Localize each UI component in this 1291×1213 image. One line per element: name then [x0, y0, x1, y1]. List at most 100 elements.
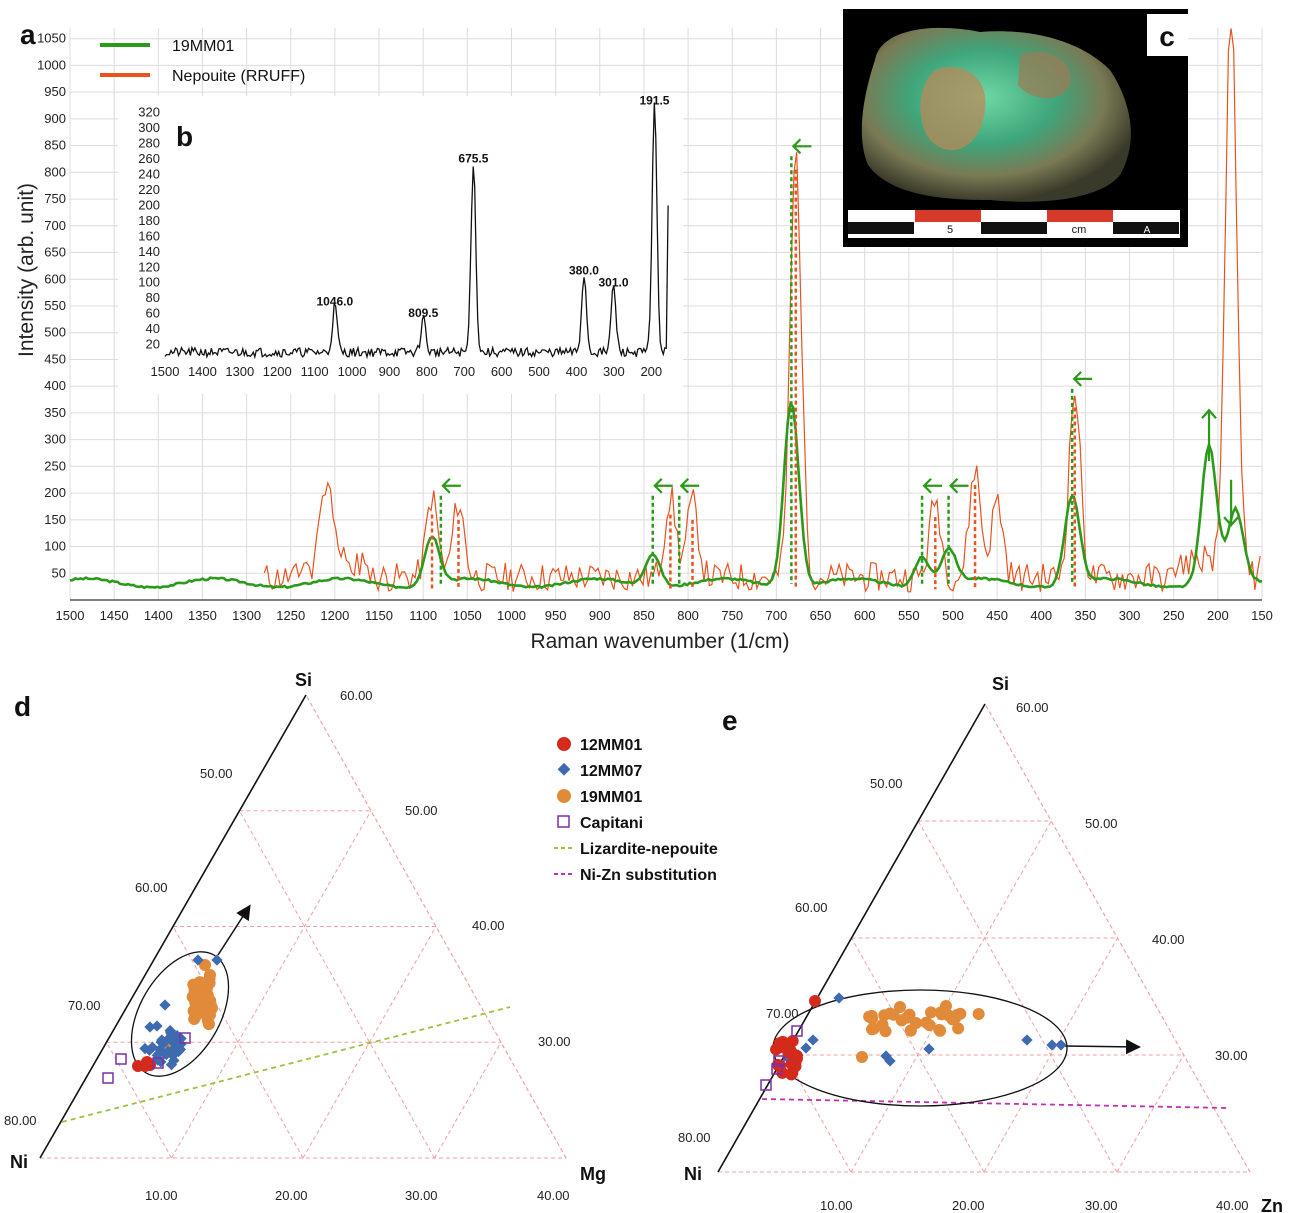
shift-arrow-icon	[1072, 371, 1093, 387]
y-tick-label: 1050	[37, 31, 66, 46]
point-12MM01	[790, 1049, 803, 1062]
tick-d-bottom-3: 40.00	[537, 1188, 570, 1203]
point-19MM01	[940, 1000, 952, 1012]
inset-y-tick-label: 40	[146, 321, 160, 336]
inset-y-tick-label: 260	[138, 151, 160, 166]
tick-e-right-0: 50.00	[1085, 816, 1118, 831]
x-tick-label: 1050	[453, 608, 482, 623]
inset-x-tick-labels: 1500 1400 1300 1200 1100 1000 900 800 700 600 500 4…	[151, 364, 663, 379]
y-tick-label: 300	[44, 432, 66, 447]
rock-matrix	[920, 66, 986, 150]
inset-peak-label: 191.5	[639, 94, 669, 108]
point-12MM07	[165, 1059, 178, 1071]
ternary-plot-d: d Si Ni Mg 60.00 50.00 50.00 60.00 40.00…	[4, 670, 606, 1203]
ni-zn-substitution-line	[761, 1098, 1229, 1109]
tick-e-inner-0: 50.00	[870, 776, 903, 791]
x-tick-label: 450	[986, 608, 1008, 623]
point-capitani	[773, 1055, 785, 1067]
point-19MM01	[903, 1008, 916, 1021]
x-tick-label: 1150	[365, 608, 393, 623]
tick-e-left-2: 80.00	[678, 1130, 711, 1145]
corner-ni-d: Ni	[10, 1152, 28, 1172]
scale-black-1	[848, 222, 914, 234]
point-capitani	[771, 1063, 783, 1075]
tick-e-bottom-1: 20.00	[952, 1198, 985, 1213]
inset-y-tick-label: 60	[146, 306, 160, 321]
point-19MM01	[954, 1007, 967, 1020]
point-12MM07	[151, 1020, 163, 1032]
point-12MM07	[1021, 1034, 1033, 1046]
x-tick-label: 1250	[276, 608, 305, 623]
x-tick-labels: 1500 1450 1400 1350 1300 1250 1200 1150 1100 1050…	[56, 608, 1273, 623]
inset-peak-label: 809.5	[408, 306, 438, 320]
x-tick-label: 150	[1251, 608, 1273, 623]
ni-si-edge-e	[717, 703, 986, 1173]
y-tick-label: 250	[44, 458, 66, 473]
series-nepouite-line	[263, 28, 1261, 593]
point-12MM07	[211, 954, 223, 966]
y-tick-label: 850	[44, 138, 66, 153]
legend-marker-12MM01	[557, 737, 571, 751]
ternary-gridline	[850, 820, 1052, 1173]
point-19MM01	[865, 1009, 878, 1022]
corner-si-e: Si	[992, 674, 1009, 694]
inset-y-tick-label: 200	[138, 197, 160, 212]
point-12MM07	[168, 1038, 181, 1050]
corner-mg-d: Mg	[580, 1164, 606, 1184]
point-19MM01	[204, 969, 216, 981]
ternary-gridline	[171, 810, 372, 1159]
point-12MM07	[139, 1042, 151, 1055]
inset-y-tick-label: 120	[138, 259, 160, 274]
scale-red-2	[1047, 210, 1113, 222]
corner-si-d: Si	[295, 670, 312, 690]
shift-arrow-icon	[653, 477, 673, 494]
cluster-ellipse-e	[772, 989, 1068, 1107]
tick-d-left-0: 60.00	[340, 688, 373, 703]
tick-d-bottom-1: 20.00	[275, 1188, 308, 1203]
tick-d-inner-2: 70.00	[68, 998, 101, 1013]
x-axis-label: Raman wavenumber (1/cm)	[530, 630, 789, 653]
points-d	[102, 954, 223, 1084]
point-19MM01	[856, 1051, 868, 1063]
point-12MM01	[788, 1059, 801, 1072]
inset-x-tick-label: 1200	[263, 364, 292, 379]
shift-arrow-icon	[679, 477, 700, 494]
y-axis-label: Intensity (arb. unit)	[15, 183, 38, 357]
panel-label-a: a	[20, 19, 36, 50]
legend: 19MM01 Nepouite (RRUFF)	[100, 38, 305, 85]
tick-d-right-2: 30.00	[538, 1034, 571, 1049]
ternary-gridline	[1116, 1054, 1185, 1173]
point-12MM07	[833, 992, 845, 1004]
inset-peak-label: 380.0	[569, 264, 599, 278]
point-12MM07	[146, 1041, 159, 1053]
x-tick-label: 1500	[56, 608, 85, 623]
legend-label-19MM01: 19MM01	[172, 38, 234, 55]
inset-y-tick-label: 20	[146, 337, 160, 352]
corner-zn-e: Zn	[1261, 1196, 1283, 1213]
tick-d-bottom-2: 30.00	[405, 1188, 438, 1203]
point-19MM01	[924, 1006, 937, 1019]
x-tick-label: 850	[633, 608, 655, 623]
y-tick-label: 1000	[37, 57, 66, 72]
x-tick-label: 1000	[497, 608, 526, 623]
ternary-edge	[984, 703, 1251, 1173]
y-tick-label: 600	[44, 271, 66, 286]
x-tick-label: 700	[766, 608, 788, 623]
inset-y-tick-label: 160	[138, 228, 160, 243]
inset-y-tick-label: 140	[138, 244, 160, 259]
y-tick-label: 650	[44, 245, 66, 260]
inset-x-tick-label: 800	[416, 364, 438, 379]
shift-arrow-icon	[948, 477, 969, 494]
y-tick-label: 450	[44, 351, 66, 366]
inset-peak-label: 301.0	[598, 275, 628, 289]
point-12MM01	[809, 995, 821, 1007]
legend-label-nizn: Ni-Zn substitution	[580, 867, 717, 884]
x-tick-label: 350	[1075, 608, 1097, 623]
inset-x-tick-label: 600	[491, 364, 513, 379]
y-tick-label: 500	[44, 325, 66, 340]
scale-black-3	[1113, 222, 1179, 234]
x-tick-label: 1300	[232, 608, 261, 623]
legend-marker-19MM01	[557, 789, 571, 803]
corner-ni-e: Ni	[684, 1164, 702, 1184]
legend-label-nepouite: Nepouite (RRUFF)	[172, 68, 305, 85]
